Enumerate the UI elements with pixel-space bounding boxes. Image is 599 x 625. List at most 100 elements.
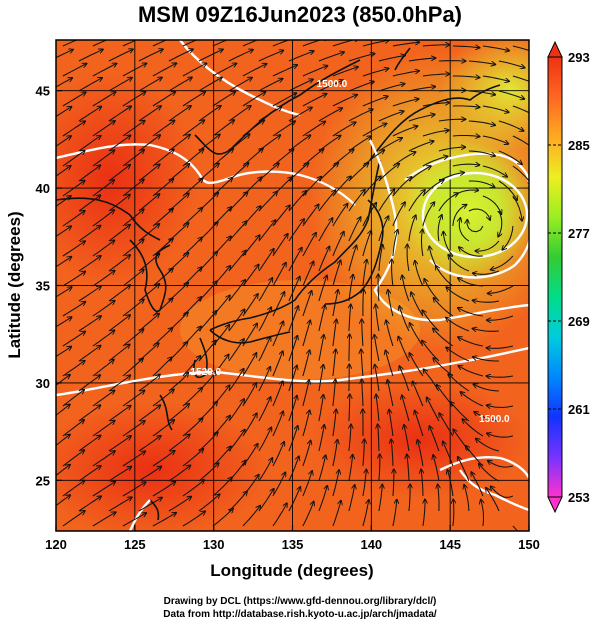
x-tick-label: 130 xyxy=(203,537,225,552)
wind-streamline xyxy=(108,225,130,242)
wind-streamline xyxy=(407,244,409,272)
wind-streamline xyxy=(272,351,283,377)
wind-streamline xyxy=(512,75,529,82)
wind-streamline xyxy=(92,92,116,107)
wind-streamline xyxy=(168,77,192,92)
wind-streamline xyxy=(318,305,325,332)
wind-streamline xyxy=(407,454,409,482)
wind-streamline xyxy=(92,390,115,407)
wind-streamline xyxy=(62,390,85,407)
wind-streamline xyxy=(452,164,480,166)
wind-streamline xyxy=(362,96,388,107)
wind-streamline xyxy=(228,77,252,92)
wind-streamline xyxy=(288,395,297,422)
wind-streamline xyxy=(392,499,397,527)
wind-streamline xyxy=(348,109,373,122)
wind-streamline xyxy=(427,397,440,422)
wind-streamline xyxy=(258,397,271,422)
wind-streamline xyxy=(378,244,383,272)
warm-region-south xyxy=(56,400,270,531)
wind-streamline xyxy=(409,484,410,512)
wind-streamline xyxy=(198,494,220,512)
wind-streamline xyxy=(411,292,424,317)
wind-streamline xyxy=(78,405,101,422)
wind-streamline xyxy=(409,353,424,377)
wind-streamline xyxy=(272,381,283,407)
wind-streamline xyxy=(62,150,85,167)
x-tick-label: 145 xyxy=(439,537,461,552)
wind-streamline xyxy=(446,347,470,362)
wind-streamline xyxy=(332,67,358,77)
wind-streamline xyxy=(258,458,273,482)
wind-streamline xyxy=(498,210,502,237)
wind-streamline xyxy=(62,480,85,497)
wind-streamline xyxy=(458,337,484,347)
wind-streamline xyxy=(464,485,470,512)
colorbar-tick-label: 261 xyxy=(568,402,590,417)
y-tick-label: 25 xyxy=(36,473,50,488)
wind-streamline xyxy=(62,271,86,287)
wind-streamline xyxy=(447,470,454,497)
wind-streamline xyxy=(386,320,394,347)
wind-streamline xyxy=(78,316,101,332)
wind-streamline xyxy=(272,472,286,497)
wind-streamline xyxy=(302,350,310,377)
wind-streamline xyxy=(78,345,101,362)
wind-streamline xyxy=(512,135,529,146)
wind-streamline xyxy=(388,290,394,317)
wind-streamline xyxy=(168,434,190,452)
wind-streamline xyxy=(482,165,508,177)
wind-streamline xyxy=(468,150,496,156)
wind-streamline xyxy=(92,330,115,347)
wind-streamline xyxy=(228,339,244,362)
colorbar-ticks: 293 285 277 269 261 253 xyxy=(548,50,590,505)
wind-streamline xyxy=(436,266,454,287)
wind-streamline xyxy=(502,225,514,250)
wind-streamline xyxy=(122,482,146,497)
x-tick-label: 125 xyxy=(124,537,146,552)
wind-streamline xyxy=(332,349,336,377)
wind-streamline xyxy=(56,196,71,207)
wind-streamline xyxy=(318,190,336,212)
wind-streamline xyxy=(332,409,336,437)
wind-streamline xyxy=(389,409,394,437)
wind-streamline xyxy=(363,289,364,316)
wind-streamline xyxy=(302,291,312,317)
wind-streamline xyxy=(258,278,273,302)
wind-streamline xyxy=(473,270,500,274)
wind-streamline xyxy=(182,511,206,527)
wind-streamline xyxy=(490,255,514,270)
wind-streamline xyxy=(168,106,191,122)
wind-streamline xyxy=(408,58,436,62)
wind-streamline xyxy=(448,255,470,272)
wind-streamline xyxy=(302,410,310,437)
wind-streamline xyxy=(152,389,174,407)
wind-streamline xyxy=(318,52,345,62)
wind-streamline xyxy=(348,217,361,242)
wind-streamline xyxy=(108,255,130,272)
wind-streamline xyxy=(479,464,500,482)
wind-streamline xyxy=(332,122,356,137)
wind-streamline xyxy=(122,513,147,527)
wind-streamline xyxy=(258,427,272,452)
wind-streamline xyxy=(512,45,529,51)
wind-streamline xyxy=(412,381,424,407)
wind-streamline xyxy=(349,304,351,332)
low-center-ring xyxy=(421,171,529,259)
wind-streamline xyxy=(486,346,514,348)
contour-1520 xyxy=(56,346,529,397)
wind-streamline xyxy=(482,105,509,112)
wind-streamline xyxy=(56,166,71,177)
wind-streamline xyxy=(399,366,410,392)
colorbar-upper-arrow xyxy=(547,40,563,58)
wind-streamline xyxy=(468,180,495,187)
wind-streamline xyxy=(182,91,206,107)
wind-streamline xyxy=(56,495,71,507)
credit-drawing: Drawing by DCL (https://www.gfd-dennou.o… xyxy=(164,596,437,607)
wind-streamline xyxy=(242,383,257,407)
wind-streamline xyxy=(318,218,333,242)
wind-streamline xyxy=(460,392,484,407)
wind-streamline xyxy=(488,461,514,468)
wind-streamline xyxy=(433,328,454,347)
wind-streamline xyxy=(498,120,524,131)
